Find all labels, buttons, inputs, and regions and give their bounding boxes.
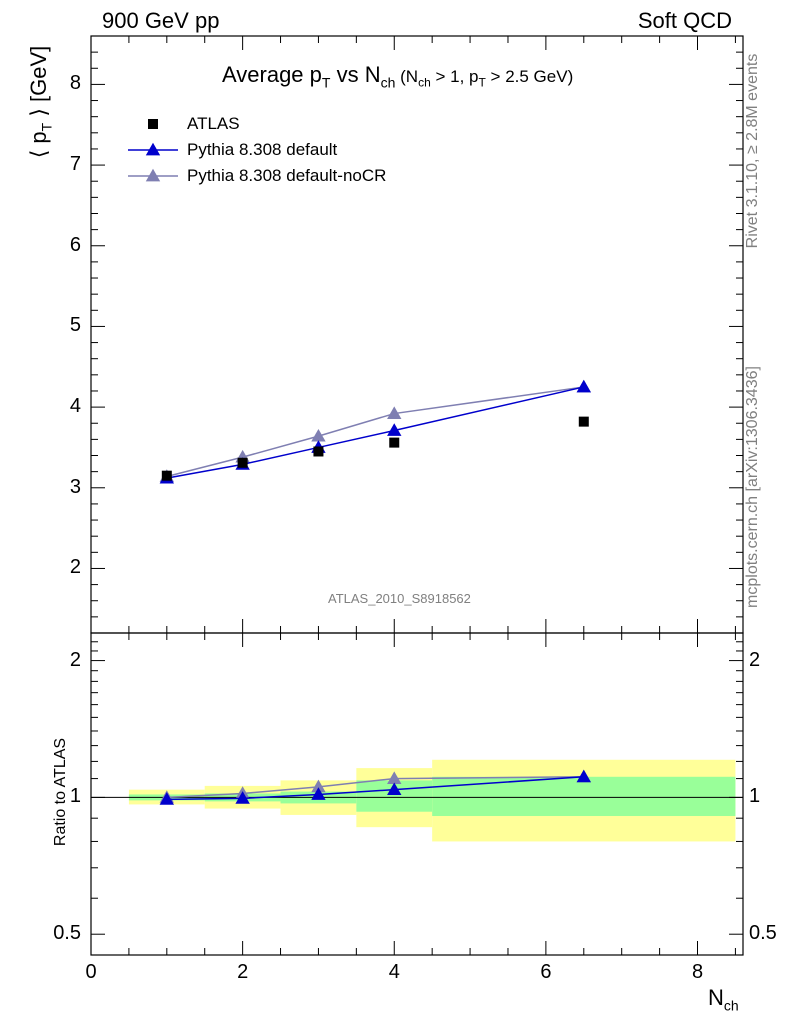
tick-label: 2 [69,648,81,671]
ratio-point-pythia-8-308-default [311,787,326,800]
tick-label: 8 [69,72,81,95]
data-point-atlas [161,470,172,481]
legend-marker-atlas [148,119,158,129]
header-left-label: 900 GeV pp [102,8,220,33]
ratio-point-pythia-8-308-default [387,782,402,796]
tick-label: 1 [69,785,81,808]
tick-label: 6 [69,233,81,256]
header-right-label: Soft QCD [637,8,732,33]
tick-label: 2 [749,648,761,671]
main-y-axis-label: ⟨ pT ⟩ [GeV] [26,45,55,159]
data-point-pythia-8-308-default [576,379,591,393]
x-axis-label: Nch [708,985,739,1014]
tick-label: 0.5 [53,922,81,945]
tick-label: 3 [69,475,81,498]
ratio-series-lines [159,769,591,805]
ratio-uncertainty-bands [91,759,743,842]
ratio-point-pythia-8-308-default-nocr [311,779,326,793]
data-point-atlas [313,446,324,457]
data-point-pythia-8-308-default [387,423,402,436]
data-point-atlas [237,457,248,468]
ratio-point-pythia-8-308-default [576,769,591,783]
mcplots-label: mcplots.cern.ch [arXiv:1306.3436] [744,366,761,608]
axis-ticks [90,35,743,955]
chart-title: Average pT vs Nch (Nch > 1, pT > 2.5 GeV… [222,62,574,91]
tick-label: 6 [540,961,552,983]
tick-label: 2 [69,556,81,579]
plot-frames [90,35,744,956]
tick-label: 2 [237,961,249,983]
analysis-id-label: ATLAS_2010_S8918562 [328,591,471,606]
legend-markers [128,119,178,182]
ratio-point-pythia-8-308-default [235,791,250,804]
ratio-point-pythia-8-308-default [159,792,175,805]
ratio-plot-frame [90,632,744,956]
legend-marker-nocr [145,168,161,182]
legend-label-atlas: ATLAS [187,114,240,133]
data-point-atlas [578,416,589,427]
stat-uncertainty-band [432,776,736,817]
rivet-label: Rivet 3.1.10, ≥ 2.8M events [744,53,761,249]
data-point-pythia-8-308-default-nocr [311,428,326,442]
tick-label: 5 [69,314,81,337]
legend-label-default: Pythia 8.308 default [187,140,338,159]
tick-label: 4 [388,961,400,983]
main-series-lines [159,379,591,484]
tick-label: 8 [691,961,704,983]
ratio-y-axis-label: Ratio to ATLAS [52,737,69,847]
legend-label-nocr: Pythia 8.308 default-noCR [187,166,387,185]
legend-marker-default [145,142,161,156]
series-line-pythia-8-308-default [166,386,584,479]
tick-label: 0 [85,961,97,983]
data-point-atlas [389,437,400,448]
tick-label: 1 [749,785,761,808]
tick-label: 4 [69,395,81,418]
ratio-point-pythia-8-308-default-nocr [387,771,402,784]
data-point-pythia-8-308-default-nocr [387,406,402,419]
tick-label: 0.5 [749,922,777,945]
tick-label: 7 [69,153,81,176]
series-line-pythia-8-308-default-nocr [166,386,584,478]
